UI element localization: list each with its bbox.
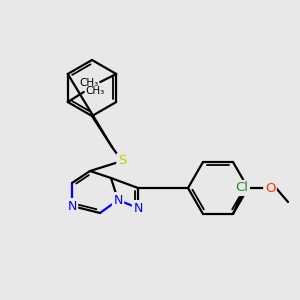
- Text: CH₃: CH₃: [86, 86, 105, 96]
- Text: N: N: [133, 202, 143, 214]
- Text: O: O: [265, 182, 275, 194]
- Text: CH₃: CH₃: [79, 78, 98, 88]
- Text: N: N: [113, 194, 123, 206]
- Text: N: N: [67, 200, 77, 212]
- Text: Cl: Cl: [236, 182, 248, 194]
- Text: S: S: [118, 154, 126, 167]
